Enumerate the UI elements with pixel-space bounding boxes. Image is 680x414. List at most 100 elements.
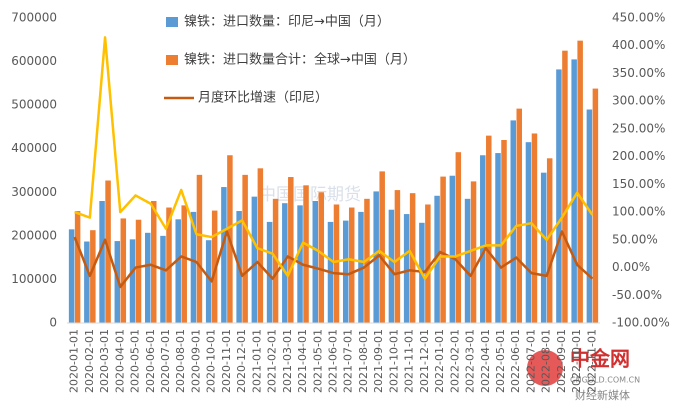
bar — [540, 172, 547, 323]
bar — [205, 240, 212, 323]
bar — [516, 108, 522, 323]
y2-tick-label: 100.00% — [612, 205, 665, 219]
y-tick-label: 700000 — [11, 11, 57, 25]
bar — [577, 40, 583, 324]
bar — [464, 198, 471, 323]
watermark: 中国国际期货 — [259, 185, 361, 205]
x-tick-label: 2020-05-01 — [129, 329, 142, 393]
x-tick-label: 2021-06-01 — [327, 329, 340, 393]
y2-tick-label: -100.00% — [612, 316, 670, 330]
y-tick-label: 400000 — [11, 141, 57, 155]
y-tick-label: 600000 — [11, 54, 57, 68]
bar — [221, 187, 227, 323]
bar — [449, 175, 456, 323]
bar — [592, 88, 599, 323]
bar — [160, 235, 166, 323]
x-tick-label: 2020-01-01 — [68, 329, 81, 393]
bar — [190, 211, 197, 323]
x-tick-label: 2022-06-01 — [509, 329, 522, 393]
x-tick-label: 2022-04-01 — [479, 329, 492, 393]
bar — [546, 158, 553, 323]
x-tick-label: 2022-05-01 — [494, 329, 507, 393]
y2-tick-label: 50.00% — [612, 232, 658, 246]
y2-tick-label: 300.00% — [612, 94, 665, 108]
x-tick-label: 2021-03-01 — [281, 329, 294, 393]
x-tick-label: 2020-07-01 — [159, 329, 172, 393]
bar — [266, 221, 273, 323]
bar — [440, 176, 446, 323]
x-tick-label: 2020-11-01 — [220, 329, 233, 393]
bar — [84, 241, 90, 323]
x-tick-label: 2021-08-01 — [357, 329, 370, 393]
x-tick-label: 2020-03-01 — [98, 329, 111, 393]
bar — [333, 204, 340, 323]
bar — [196, 174, 203, 323]
bar — [272, 198, 279, 323]
x-tick-label: 2022-11-01 — [585, 329, 598, 393]
bar — [470, 181, 477, 323]
bar — [486, 135, 492, 323]
bar — [145, 232, 151, 323]
bar — [166, 207, 172, 323]
x-tick-label: 2020-06-01 — [144, 329, 157, 393]
line — [73, 230, 594, 289]
bar — [455, 152, 462, 323]
y2-tick-label: 0.00% — [612, 260, 650, 274]
bar — [68, 229, 75, 323]
bar — [74, 211, 81, 323]
bar — [151, 201, 157, 323]
bar — [586, 109, 593, 323]
x-tick-label: 2022-03-01 — [464, 329, 477, 393]
y2-tick-label: 200.00% — [612, 149, 665, 163]
bar — [556, 69, 562, 324]
bar — [571, 59, 577, 324]
y2-tick-label: 150.00% — [612, 177, 665, 191]
bar — [288, 177, 294, 323]
x-tick-label: 2021-02-01 — [266, 329, 279, 393]
line — [74, 36, 594, 280]
x-tick-label: 2022-01-01 — [433, 329, 446, 393]
bar — [348, 207, 355, 323]
bar — [120, 218, 127, 323]
bar — [129, 239, 136, 323]
bar — [480, 155, 486, 323]
logo-title: 中金网 — [570, 347, 630, 371]
bar — [242, 174, 248, 323]
x-tick-label: 2022-02-01 — [448, 329, 461, 393]
x-tick-label: 2022-08-01 — [540, 329, 553, 393]
x-tick-label: 2020-04-01 — [113, 329, 126, 393]
legend-label: 镍铁：进口数量：印尼→中国（月） — [184, 15, 390, 30]
y2-tick-label: 250.00% — [612, 121, 665, 135]
x-tick-label: 2021-01-01 — [250, 329, 263, 393]
bar — [501, 140, 507, 323]
bar — [175, 219, 181, 323]
y-tick-label: 500000 — [11, 98, 57, 112]
bar — [114, 241, 121, 323]
x-tick-label: 2022-09-01 — [555, 329, 568, 393]
y2-tick-label: 350.00% — [612, 66, 665, 80]
bar — [495, 153, 501, 323]
bar — [394, 190, 401, 323]
bar — [312, 201, 319, 323]
bar — [425, 204, 431, 323]
legend-label: 镍铁：进口数量合计：全球→中国（月） — [184, 52, 416, 68]
y-tick-label: 300000 — [11, 185, 57, 199]
x-tick-label: 2021-04-01 — [296, 329, 309, 393]
y2-tick-label: -50.00% — [612, 288, 662, 302]
y-tick-label: 200000 — [11, 228, 57, 242]
legend-swatch — [166, 55, 178, 65]
bar — [318, 192, 325, 323]
bar — [257, 168, 264, 323]
x-tick-label: 2021-07-01 — [342, 329, 355, 393]
legend-label: 月度环比增速（印尼） — [198, 90, 328, 106]
x-tick-label: 2021-10-01 — [387, 329, 400, 393]
x-tick-label: 2020-02-01 — [83, 329, 96, 393]
x-tick-label: 2020-10-01 — [205, 329, 218, 393]
bar — [358, 211, 364, 323]
x-tick-label: 2022-07-01 — [524, 329, 537, 393]
bar — [282, 203, 288, 323]
x-tick-label: 2021-12-01 — [418, 329, 431, 393]
bar — [510, 120, 516, 324]
bar — [388, 209, 395, 323]
